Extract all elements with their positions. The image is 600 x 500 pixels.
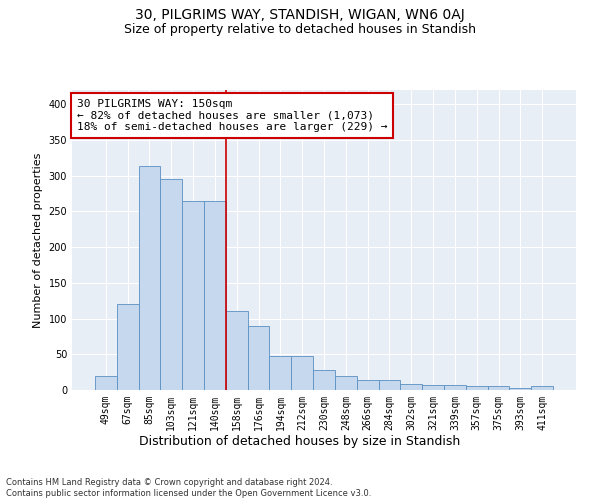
Bar — [117, 304, 139, 390]
Bar — [95, 376, 117, 390]
Bar — [269, 356, 291, 390]
Bar — [488, 386, 509, 390]
Bar — [466, 386, 488, 390]
Bar — [313, 370, 335, 390]
Bar — [444, 385, 466, 390]
Bar — [335, 376, 357, 390]
Bar — [379, 380, 400, 390]
Text: 30, PILGRIMS WAY, STANDISH, WIGAN, WN6 0AJ: 30, PILGRIMS WAY, STANDISH, WIGAN, WN6 0… — [135, 8, 465, 22]
Text: Contains HM Land Registry data © Crown copyright and database right 2024.
Contai: Contains HM Land Registry data © Crown c… — [6, 478, 371, 498]
Bar — [182, 200, 204, 390]
Bar — [400, 384, 422, 390]
Bar — [160, 180, 182, 390]
Bar — [226, 312, 248, 390]
Bar — [248, 326, 269, 390]
Bar — [139, 166, 160, 390]
Bar — [291, 356, 313, 390]
Bar — [204, 200, 226, 390]
Bar — [531, 386, 553, 390]
Text: Distribution of detached houses by size in Standish: Distribution of detached houses by size … — [139, 435, 461, 448]
Y-axis label: Number of detached properties: Number of detached properties — [33, 152, 43, 328]
Bar — [422, 385, 444, 390]
Bar — [509, 388, 531, 390]
Text: Size of property relative to detached houses in Standish: Size of property relative to detached ho… — [124, 22, 476, 36]
Bar — [357, 380, 379, 390]
Text: 30 PILGRIMS WAY: 150sqm
← 82% of detached houses are smaller (1,073)
18% of semi: 30 PILGRIMS WAY: 150sqm ← 82% of detache… — [77, 99, 388, 132]
